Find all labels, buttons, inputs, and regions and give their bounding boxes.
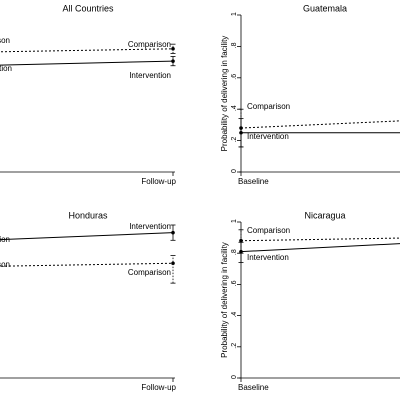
- data-point-comparison: [171, 261, 175, 266]
- y-tick-label: .6: [231, 74, 238, 80]
- series-line-comparison: [240, 120, 400, 129]
- series-label-intervention: Intervention: [129, 222, 171, 231]
- series-line-comparison: [0, 48, 174, 53]
- series-line-comparison: [240, 237, 400, 242]
- series-line-intervention: [0, 232, 174, 241]
- series-label-comparison: Comparison: [128, 40, 171, 49]
- panel-honduras: HondurasBaselineFollow-upInterventionCom…: [0, 210, 177, 392]
- series-label-intervention: Intervention: [247, 132, 289, 141]
- panel-nicaragua: Nicaragua 0 .2 .4 .6 .8 1 Probability of delive…: [220, 210, 400, 392]
- series-label-intervention: Intervention: [247, 253, 289, 262]
- panel-title: All Countries: [62, 3, 114, 13]
- y-tick-label: .2: [231, 137, 238, 143]
- panel-guatemala: Guatemala 0 .2 .4 .6 .8 1 Probability of delive…: [220, 3, 400, 186]
- series-label-intervention: Intervention: [129, 71, 171, 80]
- panel-title: Guatemala: [303, 3, 347, 13]
- x-tick-label: Follow-up: [141, 383, 176, 392]
- y-axis-label: Probability of delivering in facility: [220, 242, 229, 358]
- series-label-comparison: Comparison: [247, 226, 290, 235]
- y-tick-label: .2: [231, 343, 238, 349]
- series-line-intervention: [240, 243, 400, 253]
- panel-title: Nicaragua: [304, 210, 345, 220]
- y-tick-label: 0: [231, 169, 238, 173]
- y-tick-label: .8: [231, 249, 238, 255]
- series-label-comparison: Comparison: [247, 102, 290, 111]
- x-tick-label: Baseline: [238, 383, 269, 392]
- y-tick-label: .8: [231, 42, 238, 48]
- y-tick-label: .4: [231, 312, 238, 318]
- y-tick-label: 1: [231, 219, 238, 223]
- y-tick-label: 1: [231, 12, 238, 16]
- series-label-comparison: Comparison: [0, 36, 10, 45]
- series-line-intervention: [0, 60, 174, 66]
- x-tick-label: Follow-up: [141, 177, 176, 186]
- x-tick-label: Baseline: [238, 177, 269, 186]
- y-tick-label: .6: [231, 280, 238, 286]
- series-label-comparison: Comparison: [128, 268, 171, 277]
- y-tick-label: 0: [231, 375, 238, 379]
- series-label-intervention: Intervention: [0, 235, 10, 244]
- data-point-comparison: [171, 47, 175, 51]
- series-label-comparison: Comparison: [0, 260, 10, 269]
- y-tick-label: .4: [231, 105, 238, 111]
- series-label-intervention: Intervention: [0, 64, 12, 73]
- y-axis-label: Probability of delivering in facility: [220, 36, 229, 152]
- panel-title: Honduras: [68, 210, 108, 220]
- panel-all-countries: All CountriesBaselineFollow-upComparison…: [0, 3, 177, 186]
